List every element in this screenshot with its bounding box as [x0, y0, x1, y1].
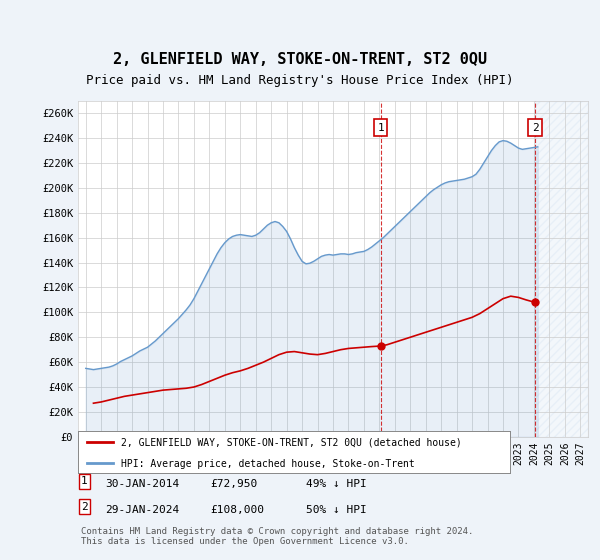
Text: 2, GLENFIELD WAY, STOKE-ON-TRENT, ST2 0QU (detached house): 2, GLENFIELD WAY, STOKE-ON-TRENT, ST2 0Q…: [121, 438, 462, 448]
Text: 1: 1: [81, 477, 88, 487]
Text: 50% ↓ HPI: 50% ↓ HPI: [306, 505, 367, 515]
Text: 49% ↓ HPI: 49% ↓ HPI: [306, 479, 367, 489]
Text: 29-JAN-2024: 29-JAN-2024: [105, 505, 179, 515]
Text: 2: 2: [532, 123, 539, 133]
Text: 2, GLENFIELD WAY, STOKE-ON-TRENT, ST2 0QU: 2, GLENFIELD WAY, STOKE-ON-TRENT, ST2 0Q…: [113, 52, 487, 67]
Text: Price paid vs. HM Land Registry's House Price Index (HPI): Price paid vs. HM Land Registry's House …: [86, 74, 514, 87]
Bar: [535, 101, 588, 437]
Text: 2: 2: [81, 502, 88, 512]
Text: HPI: Average price, detached house, Stoke-on-Trent: HPI: Average price, detached house, Stok…: [121, 459, 415, 469]
Text: £108,000: £108,000: [210, 505, 264, 515]
Text: 1: 1: [377, 123, 384, 133]
Text: £72,950: £72,950: [210, 479, 257, 489]
Text: 30-JAN-2014: 30-JAN-2014: [105, 479, 179, 489]
Text: Contains HM Land Registry data © Crown copyright and database right 2024.
This d: Contains HM Land Registry data © Crown c…: [81, 526, 473, 546]
